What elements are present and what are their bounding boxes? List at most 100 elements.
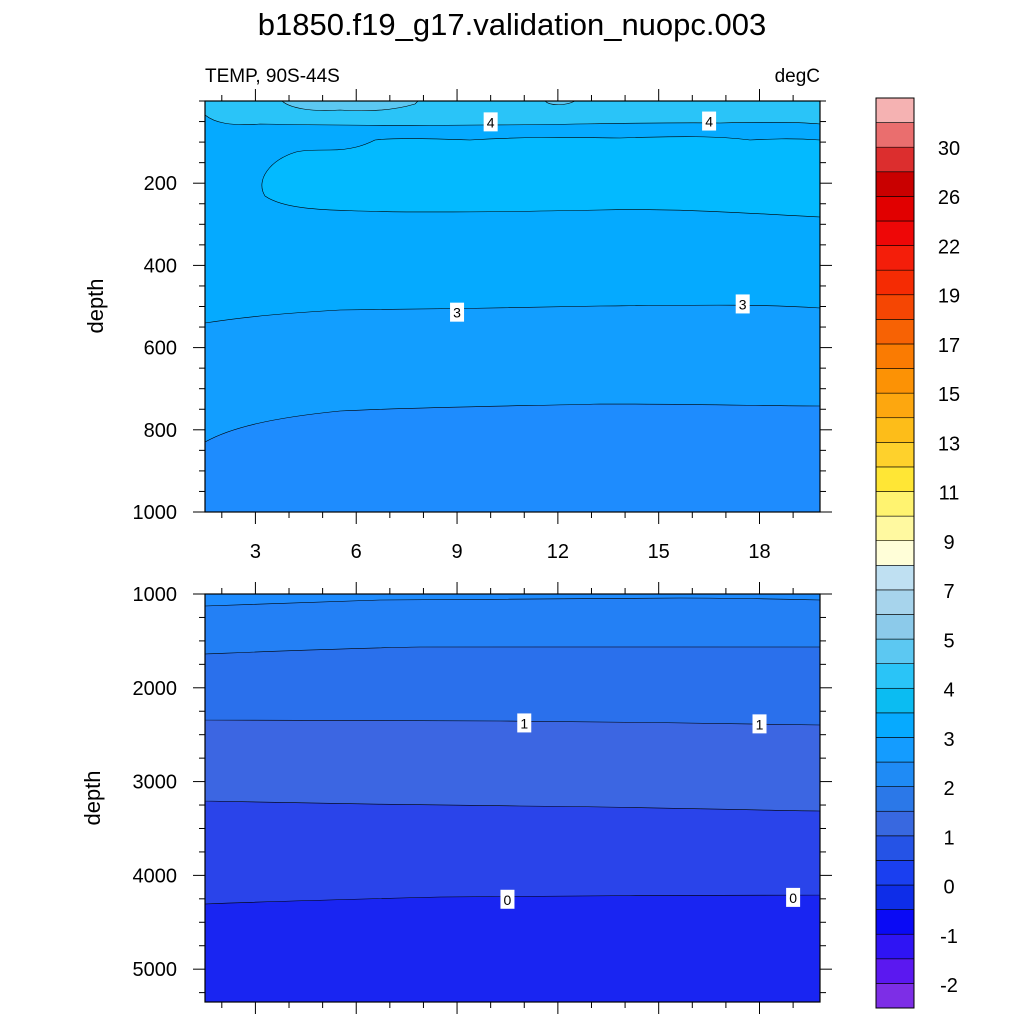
upper-y-axis-title: depth [83, 278, 108, 333]
colorbar-label: 9 [943, 532, 954, 554]
colorbar-label: 2 [943, 778, 954, 800]
lower-y-axis-title: depth [80, 770, 105, 825]
x-tick-label: 18 [748, 541, 770, 563]
contour-label-text: 4 [705, 114, 713, 130]
colorbar-frame [875, 97, 915, 1009]
contour-label-0: 0 [500, 889, 515, 909]
upper-field-4-core [261, 136, 821, 218]
colorbar-swatch [875, 810, 915, 837]
colorbar-label: 19 [938, 286, 960, 308]
contour-label-3: 3 [450, 302, 465, 322]
colorbar-swatch [875, 146, 915, 173]
colorbar-label: 7 [943, 581, 954, 603]
colorbar-swatch [875, 540, 915, 566]
y-tick-label: 1000 [133, 584, 178, 606]
contour-label-text: 4 [487, 114, 495, 130]
colorbar-swatch [875, 515, 915, 542]
colorbar-label: -2 [940, 975, 958, 997]
y-tick-label: 400 [144, 255, 177, 277]
colorbar-swatch [875, 983, 915, 1009]
colorbar-swatch [875, 564, 915, 591]
contour-label-3: 3 [735, 294, 750, 314]
colorbar-swatch [875, 97, 915, 123]
panel-units-label: degC [775, 66, 820, 87]
colorbar-swatch [875, 687, 915, 714]
y-tick-label: 3000 [133, 772, 178, 794]
colorbar-swatch [875, 343, 915, 369]
y-tick-label: 600 [144, 338, 177, 360]
colorbar-swatch [875, 319, 915, 345]
colorbar-label: 30 [938, 138, 960, 160]
colorbar-swatch [875, 909, 915, 935]
colorbar-swatch [875, 392, 915, 419]
colorbar-swatch [875, 589, 915, 615]
colorbar-label: 13 [938, 433, 960, 455]
lower-fields [204, 593, 821, 1002]
colorbar: 30 26 22 19 17 15 13 11 9 7 5 4 3 2 1 0 -1 -2 [875, 97, 960, 1009]
y-tick-label: 4000 [133, 865, 178, 887]
y-tick-label: 5000 [133, 959, 178, 981]
colorbar-swatch [875, 884, 915, 910]
colorbar-swatch [875, 786, 915, 812]
lower-axes: 1000 2000 3000 4000 5000 [133, 582, 832, 1014]
y-tick-label: 200 [144, 173, 177, 195]
panel-left-label: TEMP, 90S-44S [205, 66, 340, 87]
colorbar-label: 26 [938, 187, 960, 209]
colorbar-label: 22 [938, 236, 960, 258]
colorbar-label: 11 [939, 483, 960, 505]
colorbar-label: -1 [940, 926, 958, 948]
colorbar-swatch [875, 466, 915, 492]
colorbar-swatch [875, 712, 915, 738]
lower-panel: 1 1 0 0 1000 2000 3000 4000 5000 depth [80, 582, 832, 1014]
colorbar-swatch [875, 614, 915, 640]
colorbar-swatch [875, 835, 915, 861]
contour-label-text: 1 [756, 716, 764, 732]
x-tick-label: 6 [351, 541, 362, 563]
colorbar-swatch [875, 294, 915, 320]
contour-label-1: 1 [517, 713, 532, 733]
colorbar-swatch [875, 220, 915, 246]
contour-label-text: 0 [504, 892, 512, 908]
x-tick-label: 3 [250, 541, 261, 563]
colorbar-label: 4 [943, 680, 954, 702]
x-tick-label: 12 [547, 541, 569, 563]
colorbar-swatch [875, 269, 915, 296]
contour-label-4: 4 [702, 111, 717, 131]
colorbar-label: 5 [943, 630, 954, 652]
upper-panel: TEMP, 90S-44S degC 4 4 3 3 200 400 600 800 1000… [83, 66, 832, 563]
chart-title: b1850.f19_g17.validation_nuopc.003 [258, 7, 767, 42]
lower-contour-labels: 1 1 0 0 [500, 713, 801, 909]
upper-contour-labels: 4 4 3 3 [450, 111, 750, 322]
y-tick-label: 800 [144, 420, 177, 442]
colorbar-swatch [875, 442, 915, 468]
colorbar-label: 1 [943, 827, 954, 849]
colorbar-swatch [875, 933, 915, 960]
colorbar-swatch [875, 417, 915, 443]
x-tick-label: 15 [648, 541, 670, 563]
y-tick-label: 2000 [133, 678, 178, 700]
lower-plot-frame [204, 593, 821, 1003]
colorbar-label: 15 [938, 384, 960, 406]
y-tick-label: 1000 [133, 502, 178, 524]
colorbar-label: 0 [943, 877, 954, 899]
colorbar-swatch [875, 638, 915, 664]
contour-label-text: 3 [453, 305, 461, 321]
colorbar-swatch [875, 737, 915, 763]
colorbar-swatch [875, 122, 915, 148]
colorbar-swatch [875, 958, 915, 984]
colorbar-swatch [875, 491, 915, 517]
contour-label-text: 0 [789, 890, 797, 906]
contour-label-4: 4 [483, 112, 498, 132]
colorbar-swatch [875, 860, 915, 886]
contour-label-text: 1 [520, 715, 528, 731]
upper-field-5-patch-a [281, 100, 419, 112]
colorbar-swatch [875, 663, 915, 689]
upper-fields [204, 100, 821, 512]
colorbar-swatch [875, 368, 915, 394]
contour-label-0: 0 [786, 887, 801, 907]
colorbar-label: 3 [943, 729, 954, 751]
contour-label-1: 1 [752, 714, 767, 734]
upper-axes: 200 400 600 800 1000 3 6 9 12 15 18 [133, 89, 832, 563]
contour-label-text: 3 [739, 296, 747, 312]
